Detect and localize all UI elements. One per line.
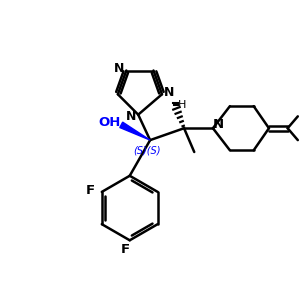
Text: (σS): (σS) [0,303,1,304]
Text: N: N [126,110,136,123]
Text: (S)(S): (S)(S) [134,145,161,155]
Text: N: N [114,62,124,75]
Text: OH: OH [98,116,121,129]
Text: H: H [177,101,186,110]
Text: F: F [121,243,130,256]
Text: (γS): (γS) [0,303,1,304]
Polygon shape [120,122,150,140]
Text: (ẛS): (ẛS) [0,303,1,304]
Text: (SᴵS): (SᴵS) [0,303,1,304]
Text: (ᵊS): (ᵊS) [0,303,1,304]
Text: N: N [164,86,175,99]
Text: N: N [212,118,223,131]
Text: (ᵊᴸS): (ᵊᴸS) [0,303,1,304]
Text: (γS): (γS) [0,303,1,304]
Text: F: F [85,184,95,197]
